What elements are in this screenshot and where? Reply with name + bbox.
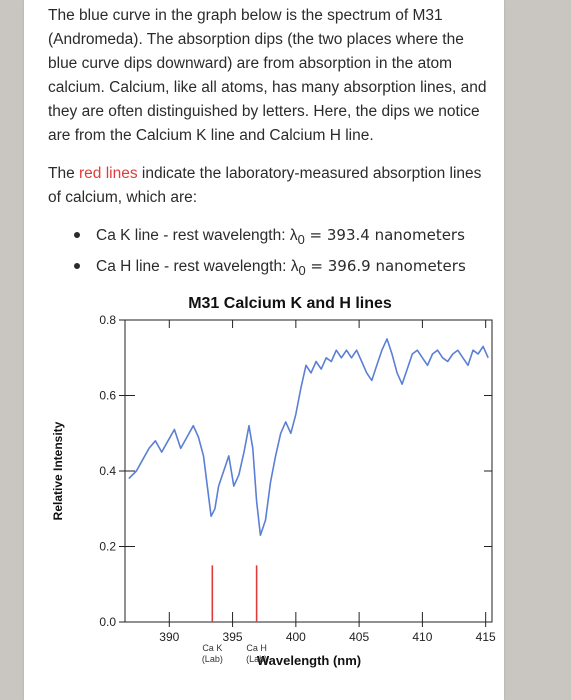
spectrum-series-line <box>128 338 489 536</box>
lab-line-sublabel-0: (Lab) <box>202 654 223 664</box>
x-tick-label-4: 410 <box>412 630 432 644</box>
x-tick-label-0: 390 <box>159 630 179 644</box>
lab-line-label-0: Ca K <box>202 643 222 653</box>
ca-k-label: Ca K line - rest wavelength: λ <box>96 227 298 244</box>
ca-k-subscript: 0 <box>297 232 305 248</box>
intro-paragraph: The blue curve in the graph below is the… <box>48 7 487 144</box>
ca-k-value: = 393.4 nanometers <box>304 226 465 244</box>
y-axis-label: Relative Intensity <box>51 421 65 520</box>
x-tick-label-5: 415 <box>476 630 496 644</box>
y-tick-label-0: 0.0 <box>99 615 116 629</box>
spectrum-chart: M31 Calcium K and H lines Relative Inten… <box>51 295 496 668</box>
lab-lines-layer: Ca K(Lab)Ca H(Lab) <box>202 565 267 664</box>
question-card: The blue curve in the graph below is the… <box>24 0 504 700</box>
plot-frame <box>124 319 493 623</box>
calcium-lines-list: Ca K line - rest wavelength: λ0 = 393.4 … <box>72 222 466 284</box>
list-item-ca-k: Ca K line - rest wavelength: λ0 = 393.4 … <box>72 222 466 253</box>
y-tick-label-3: 0.6 <box>99 389 116 403</box>
lab-line-label-1: Ca H <box>246 643 267 653</box>
lab-line-sublabel-1: (Lab) <box>246 654 267 664</box>
red-lines-word: red lines <box>79 165 138 182</box>
y-tick-label-1: 0.2 <box>99 540 116 554</box>
ca-h-label: Ca H line - rest wavelength: λ <box>96 258 299 276</box>
x-axis-label: Wavelength (nm) <box>257 653 361 668</box>
red-lines-suffix: indicate the laboratory-measured absorpt… <box>48 165 482 206</box>
x-tick-label-1: 395 <box>223 630 243 644</box>
ca-h-value: = 396.9 nanometers <box>305 257 466 276</box>
y-tick-label-4: 0.8 <box>99 313 116 327</box>
chart-container: M31 Calcium K and H lines Relative Inten… <box>24 282 504 682</box>
x-tick-label-2: 400 <box>286 630 306 644</box>
x-tick-label-3: 405 <box>349 630 369 644</box>
red-lines-paragraph: The red lines indicate the laboratory-me… <box>48 162 488 210</box>
chart-title: M31 Calcium K and H lines <box>188 295 392 312</box>
y-tick-label-2: 0.4 <box>99 464 116 478</box>
red-lines-prefix: The <box>48 165 80 182</box>
list-item-ca-h: Ca H line - rest wavelength: λ0 = 396.9 … <box>72 253 466 284</box>
axes-layer: 0.0 0.2 0.4 0.6 0.8 390 395 400 405 410 415 <box>99 313 496 644</box>
ca-h-subscript: 0 <box>298 263 306 279</box>
